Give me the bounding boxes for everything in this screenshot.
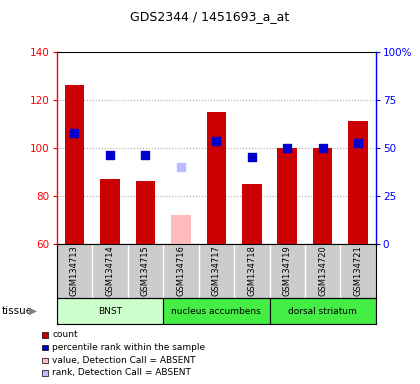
Text: dorsal striatum: dorsal striatum	[288, 306, 357, 316]
Text: count: count	[52, 330, 78, 339]
Text: value, Detection Call = ABSENT: value, Detection Call = ABSENT	[52, 356, 196, 365]
Point	[142, 152, 149, 158]
Text: GSM134717: GSM134717	[212, 245, 221, 296]
Text: GSM134720: GSM134720	[318, 245, 327, 296]
Text: GSM134713: GSM134713	[70, 245, 79, 296]
Bar	[349, 121, 368, 244]
Point	[178, 164, 184, 170]
Text: GSM134716: GSM134716	[176, 245, 185, 296]
Text: GSM134718: GSM134718	[247, 245, 256, 296]
Bar	[171, 215, 191, 244]
Text: tissue: tissue	[2, 306, 33, 316]
Bar	[163, 298, 270, 324]
Bar	[100, 179, 120, 244]
Bar	[207, 112, 226, 244]
Bar	[65, 85, 84, 244]
Point	[284, 145, 291, 151]
Text: GSM134719: GSM134719	[283, 245, 292, 296]
Bar	[57, 298, 163, 324]
Text: GSM134721: GSM134721	[354, 245, 362, 296]
Text: GSM134714: GSM134714	[105, 245, 114, 296]
Bar	[313, 148, 333, 244]
Point	[107, 152, 113, 158]
Point	[355, 140, 362, 146]
Point	[71, 131, 78, 137]
Text: rank, Detection Call = ABSENT: rank, Detection Call = ABSENT	[52, 368, 191, 377]
Bar	[242, 184, 262, 244]
Text: GDS2344 / 1451693_a_at: GDS2344 / 1451693_a_at	[130, 10, 290, 23]
Text: percentile rank within the sample: percentile rank within the sample	[52, 343, 205, 352]
Point	[248, 154, 255, 161]
Bar	[278, 148, 297, 244]
Point	[319, 145, 326, 151]
Text: ▶: ▶	[29, 306, 37, 316]
Text: BNST: BNST	[98, 306, 122, 316]
Bar	[270, 298, 376, 324]
Bar	[136, 181, 155, 244]
Text: nucleus accumbens: nucleus accumbens	[171, 306, 261, 316]
Point	[213, 137, 220, 144]
Text: GSM134715: GSM134715	[141, 245, 150, 296]
